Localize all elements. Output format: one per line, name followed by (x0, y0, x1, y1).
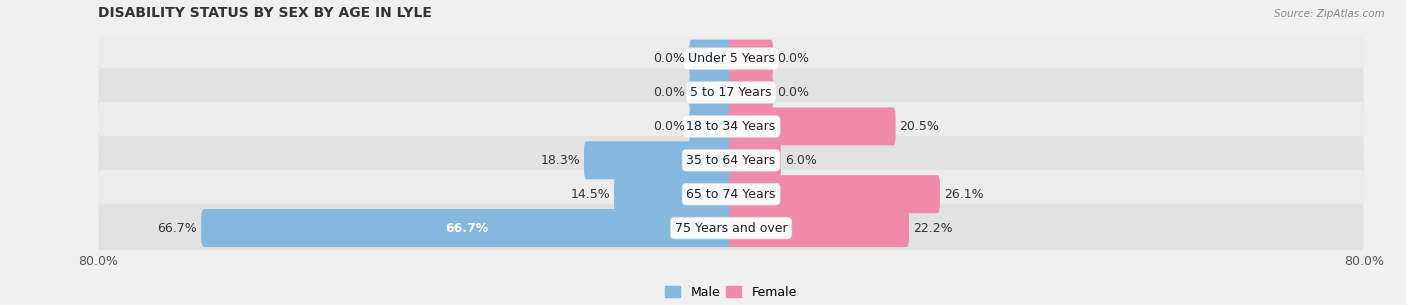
Text: 0.0%: 0.0% (778, 52, 808, 65)
FancyBboxPatch shape (614, 175, 734, 213)
Text: 66.7%: 66.7% (446, 221, 489, 235)
FancyBboxPatch shape (728, 175, 939, 213)
Text: 14.5%: 14.5% (571, 188, 610, 201)
FancyBboxPatch shape (98, 204, 1364, 253)
FancyBboxPatch shape (97, 131, 1365, 189)
Text: Under 5 Years: Under 5 Years (688, 52, 775, 65)
Text: 0.0%: 0.0% (654, 120, 685, 133)
Text: 0.0%: 0.0% (778, 86, 808, 99)
FancyBboxPatch shape (97, 30, 1365, 88)
FancyBboxPatch shape (98, 170, 1364, 219)
Legend: Male, Female: Male, Female (661, 281, 801, 304)
Text: 18 to 34 Years: 18 to 34 Years (686, 120, 776, 133)
FancyBboxPatch shape (98, 34, 1364, 83)
FancyBboxPatch shape (689, 74, 734, 112)
FancyBboxPatch shape (97, 199, 1365, 257)
FancyBboxPatch shape (728, 141, 780, 179)
FancyBboxPatch shape (98, 68, 1364, 117)
FancyBboxPatch shape (98, 102, 1364, 151)
Text: 65 to 74 Years: 65 to 74 Years (686, 188, 776, 201)
Text: Source: ZipAtlas.com: Source: ZipAtlas.com (1274, 9, 1385, 19)
FancyBboxPatch shape (689, 40, 734, 77)
Text: 75 Years and over: 75 Years and over (675, 221, 787, 235)
Text: 0.0%: 0.0% (654, 86, 685, 99)
Text: 22.2%: 22.2% (912, 221, 953, 235)
Text: 26.1%: 26.1% (943, 188, 983, 201)
Text: 5 to 17 Years: 5 to 17 Years (690, 86, 772, 99)
Text: 35 to 64 Years: 35 to 64 Years (686, 154, 776, 167)
FancyBboxPatch shape (97, 63, 1365, 122)
Text: 66.7%: 66.7% (157, 221, 197, 235)
FancyBboxPatch shape (98, 136, 1364, 185)
FancyBboxPatch shape (97, 165, 1365, 223)
Text: 20.5%: 20.5% (900, 120, 939, 133)
FancyBboxPatch shape (97, 97, 1365, 156)
FancyBboxPatch shape (583, 141, 734, 179)
Text: 6.0%: 6.0% (785, 154, 817, 167)
FancyBboxPatch shape (201, 209, 734, 247)
FancyBboxPatch shape (728, 107, 896, 145)
Text: 0.0%: 0.0% (654, 52, 685, 65)
Text: 18.3%: 18.3% (540, 154, 581, 167)
FancyBboxPatch shape (728, 40, 773, 77)
FancyBboxPatch shape (728, 74, 773, 112)
FancyBboxPatch shape (728, 209, 910, 247)
FancyBboxPatch shape (689, 107, 734, 145)
Text: DISABILITY STATUS BY SEX BY AGE IN LYLE: DISABILITY STATUS BY SEX BY AGE IN LYLE (98, 5, 432, 20)
